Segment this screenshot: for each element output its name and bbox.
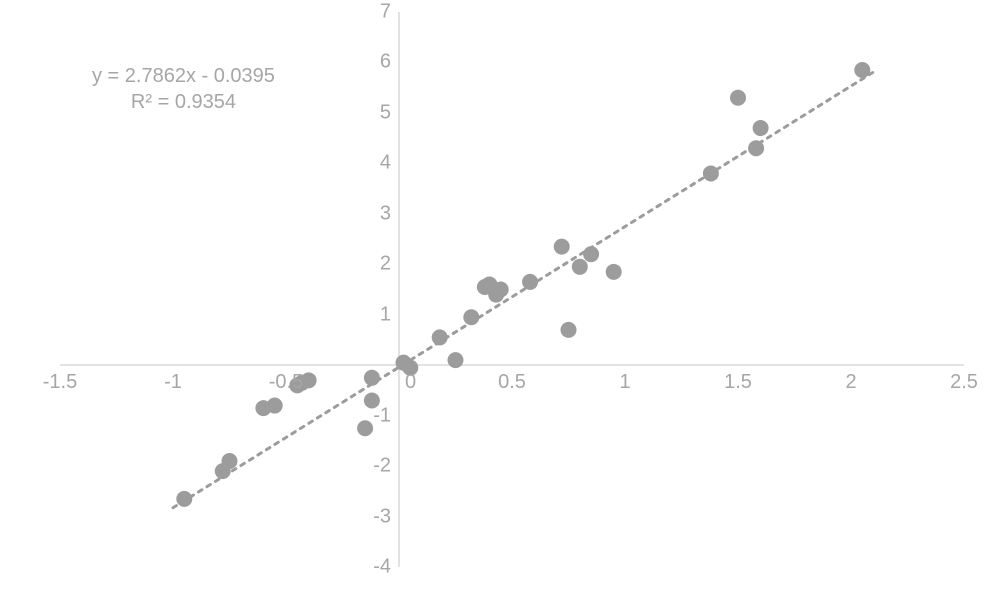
data-point bbox=[267, 398, 283, 414]
regression-equation: y = 2.7862x - 0.0395 bbox=[92, 64, 275, 90]
y-tick-label: 3 bbox=[380, 202, 391, 225]
y-tick-label: 5 bbox=[380, 101, 391, 124]
origin-label: 0 bbox=[405, 371, 416, 394]
y-tick-label: -4 bbox=[373, 556, 391, 579]
x-tick-label: -0.5 bbox=[269, 371, 303, 394]
y-tick-label: -1 bbox=[373, 404, 391, 427]
data-point bbox=[432, 329, 448, 345]
y-tick-label: 6 bbox=[380, 51, 391, 74]
data-point bbox=[703, 165, 719, 181]
data-point bbox=[572, 259, 588, 275]
x-tick-label: 1 bbox=[619, 371, 630, 394]
y-tick-label: 7 bbox=[380, 1, 391, 24]
data-point bbox=[522, 274, 538, 290]
y-tick-label: 2 bbox=[380, 253, 391, 276]
y-tick-label: 4 bbox=[380, 152, 391, 175]
data-point bbox=[176, 491, 192, 507]
data-point bbox=[364, 370, 380, 386]
data-point bbox=[493, 282, 509, 298]
data-point bbox=[561, 322, 577, 338]
data-point bbox=[463, 309, 479, 325]
x-tick-label: -1 bbox=[164, 371, 182, 394]
data-point bbox=[583, 246, 599, 262]
data-point bbox=[606, 264, 622, 280]
regression-r2: R² = 0.9354 bbox=[92, 90, 275, 116]
x-tick-label: 0.5 bbox=[498, 371, 526, 394]
data-point bbox=[730, 90, 746, 106]
x-tick-label: 2.5 bbox=[950, 371, 978, 394]
y-tick-label: -3 bbox=[373, 505, 391, 528]
y-tick-label: 1 bbox=[380, 303, 391, 326]
x-tick-label: 1.5 bbox=[724, 371, 752, 394]
data-point bbox=[748, 140, 764, 156]
x-tick-label: -1.5 bbox=[43, 371, 77, 394]
data-point bbox=[357, 420, 373, 436]
data-point bbox=[753, 120, 769, 136]
data-point bbox=[448, 352, 464, 368]
trendline bbox=[173, 72, 874, 508]
scatter-chart: 0 -1.5 -1 -0.5 0.5 1 1.5 2 2.5 -4 -3 -2 -1 1 2 3 4 5 6 7 y… bbox=[0, 0, 1000, 611]
regression-annotation: y = 2.7862x - 0.0395 R² = 0.9354 bbox=[92, 64, 275, 115]
y-tick-label: -2 bbox=[373, 455, 391, 478]
data-point bbox=[854, 62, 870, 78]
data-point bbox=[222, 453, 238, 469]
x-tick-label: 2 bbox=[845, 371, 856, 394]
data-point bbox=[554, 239, 570, 255]
